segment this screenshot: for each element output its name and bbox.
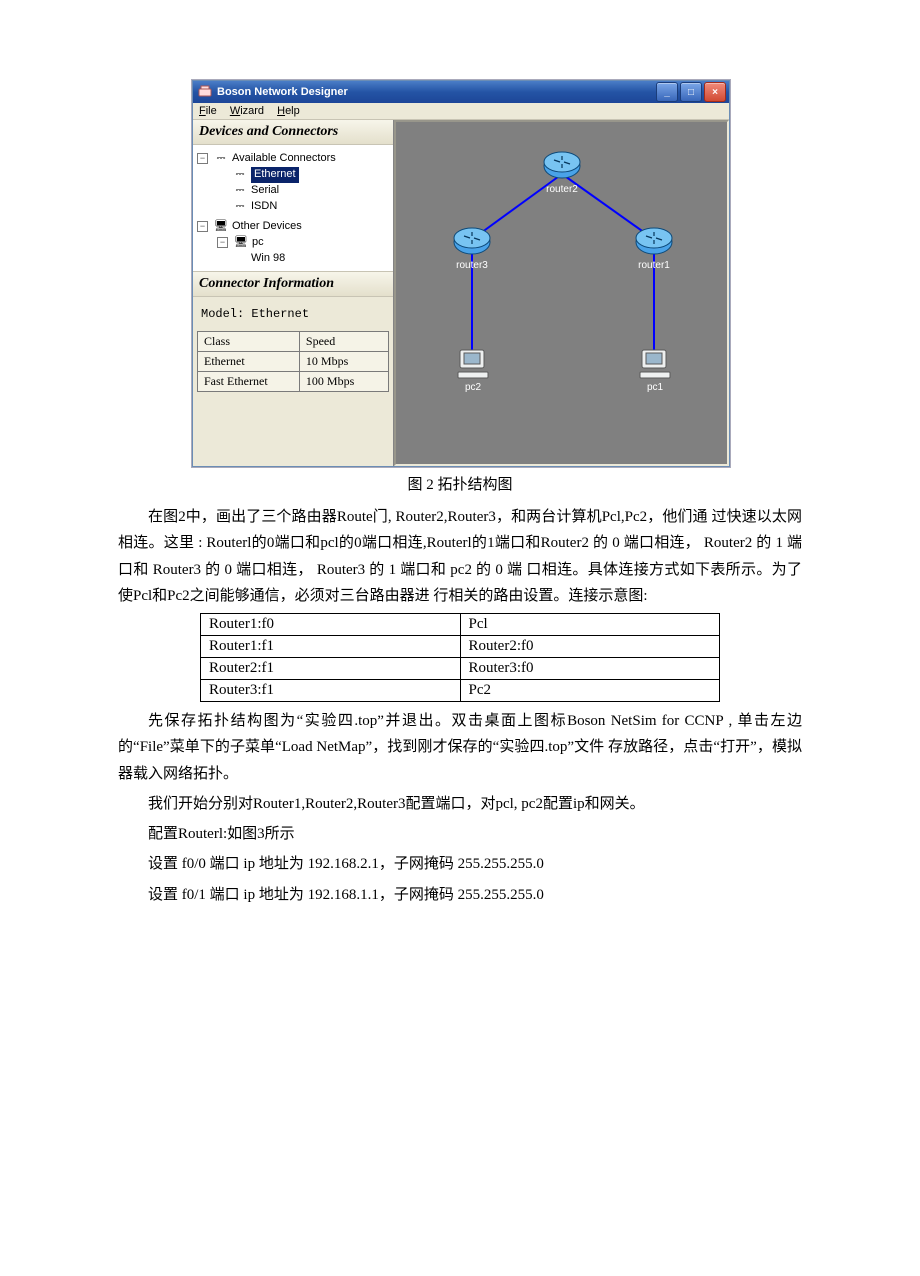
cell: Router1:f1: [201, 636, 461, 658]
tree-other[interactable]: − 🖥 Other Devices: [197, 219, 389, 235]
cell: Ethernet: [198, 351, 300, 371]
table-row: Router2:f1 Router3:f0: [201, 658, 720, 680]
window-title: Boson Network Designer: [217, 86, 656, 98]
info-area: Model: Ethernet Class Speed Ethernet 10 …: [193, 297, 393, 466]
table-row: Class Speed: [198, 331, 389, 351]
page: Boson Network Designer _ □ × File Wizard…: [0, 0, 920, 972]
menu-file[interactable]: File: [199, 105, 217, 117]
paragraph: 先保存拓扑结构图为“实验四.top”并退出。双击桌面上图标Boson NetSi…: [118, 708, 802, 787]
tree-label: Ethernet: [251, 167, 299, 183]
tree-serial[interactable]: ⎓ Serial: [197, 183, 389, 199]
minimize-button[interactable]: _: [656, 82, 678, 102]
paragraph: 在图2中，画出了三个路由器Route门, Router2,Router3，和两台…: [118, 504, 802, 609]
speed-table: Class Speed Ethernet 10 Mbps Fast Ethern…: [197, 331, 389, 392]
tree-label: Available Connectors: [232, 151, 336, 167]
left-pane: Devices and Connectors − ⎓ Available Con…: [193, 120, 394, 466]
cell: Router2:f0: [460, 636, 720, 658]
node-pc1[interactable]: pc1: [638, 348, 672, 388]
paragraph: 设置 f0/0 端口 ip 地址为 192.168.2.1，子网掩码 255.2…: [118, 851, 802, 877]
collapse-icon[interactable]: −: [197, 153, 208, 164]
window-body: Devices and Connectors − ⎓ Available Con…: [193, 120, 729, 466]
devices-panel-head: Devices and Connectors: [193, 120, 393, 145]
cell: Fast Ethernet: [198, 371, 300, 391]
window-buttons: _ □ ×: [656, 82, 726, 102]
topology-canvas[interactable]: router2 router3 router1 pc2: [394, 120, 729, 466]
tree-label: pc: [252, 235, 264, 251]
tree-label: Serial: [251, 183, 279, 199]
connector-icon: ⎓: [231, 199, 249, 215]
app-window: Boson Network Designer _ □ × File Wizard…: [192, 80, 730, 467]
maximize-button[interactable]: □: [680, 82, 702, 102]
node-label: pc1: [647, 382, 663, 393]
tree-label: Win 98: [251, 251, 285, 267]
table-row: Router1:f0 Pcl: [201, 614, 720, 636]
table-row: Router3:f1 Pc2: [201, 680, 720, 702]
tree-connectors[interactable]: − ⎓ Available Connectors: [197, 151, 389, 167]
menu-help[interactable]: Help: [277, 105, 300, 117]
device-tree: − ⎓ Available Connectors ⎓ Ethernet ⎓ Se…: [193, 145, 393, 272]
collapse-icon[interactable]: −: [197, 221, 208, 232]
cell: Class: [198, 331, 300, 351]
tree-ethernet[interactable]: ⎓ Ethernet: [197, 167, 389, 183]
model-line: Model: Ethernet: [193, 297, 393, 331]
pc-icon: 🖥: [232, 235, 250, 251]
tree-isdn[interactable]: ⎓ ISDN: [197, 199, 389, 215]
cell: Pc2: [460, 680, 720, 702]
figure-caption: 图 2 拓扑结构图: [118, 473, 802, 494]
close-button[interactable]: ×: [704, 82, 726, 102]
tree-pc[interactable]: − 🖥 pc: [197, 235, 389, 251]
tree-label: ISDN: [251, 199, 277, 215]
node-router2[interactable]: router2: [542, 146, 582, 186]
cell: Router3:f0: [460, 658, 720, 680]
table-row: Router1:f1 Router2:f0: [201, 636, 720, 658]
table-row: Fast Ethernet 100 Mbps: [198, 371, 389, 391]
titlebar: Boson Network Designer _ □ ×: [193, 81, 729, 103]
paragraph: 我们开始分别对Router1,Router2,Router3配置端口，对pcl,…: [118, 791, 802, 817]
node-router1[interactable]: router1: [634, 222, 674, 262]
node-label: pc2: [465, 382, 481, 393]
folder-icon: 🖥: [212, 219, 230, 235]
paragraph: 设置 f0/1 端口 ip 地址为 192.168.1.1，子网掩码 255.2…: [118, 882, 802, 908]
node-router3[interactable]: router3: [452, 222, 492, 262]
connector-icon: ⎓: [212, 151, 230, 167]
menu-wizard[interactable]: Wizard: [230, 105, 264, 117]
cell: Router2:f1: [201, 658, 461, 680]
paragraph: 配置Routerl:如图3所示: [118, 821, 802, 847]
node-pc2[interactable]: pc2: [456, 348, 490, 388]
connector-icon: ⎓: [231, 183, 249, 199]
node-label: router1: [638, 260, 670, 271]
node-label: router2: [546, 184, 578, 195]
cell: Router3:f1: [201, 680, 461, 702]
menubar: File Wizard Help: [193, 103, 729, 120]
cell: Speed: [299, 331, 388, 351]
node-label: router3: [456, 260, 488, 271]
connector-icon: ⎓: [231, 167, 249, 183]
connection-table: Router1:f0 Pcl Router1:f1 Router2:f0 Rou…: [200, 613, 720, 702]
cell: Pcl: [460, 614, 720, 636]
table-row: Ethernet 10 Mbps: [198, 351, 389, 371]
tree-win98[interactable]: Win 98: [197, 251, 389, 267]
collapse-icon[interactable]: −: [217, 237, 228, 248]
cell: 10 Mbps: [299, 351, 388, 371]
screenshot: Boson Network Designer _ □ × File Wizard…: [192, 80, 728, 467]
cell: Router1:f0: [201, 614, 461, 636]
info-panel-head: Connector Information: [193, 272, 393, 297]
tree-label: Other Devices: [232, 219, 302, 235]
app-icon: [198, 85, 212, 99]
cell: 100 Mbps: [299, 371, 388, 391]
